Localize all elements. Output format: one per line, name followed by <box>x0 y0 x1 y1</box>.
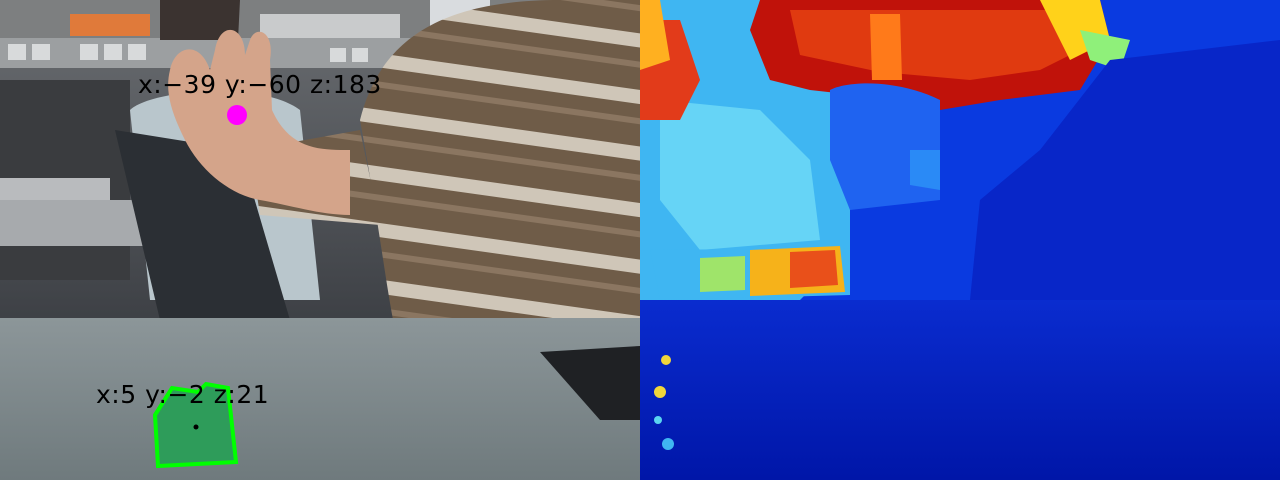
raised-hand <box>168 29 350 215</box>
hand-coordinate-label: x:−39 y:−60 z:183 <box>138 70 382 99</box>
block-coordinate-label: x:5 y:−2 z:21 <box>96 380 270 409</box>
hand-tracking-dot <box>227 105 247 125</box>
depth-table-region <box>640 300 1280 480</box>
laptop <box>540 346 640 420</box>
block-center-dot <box>193 424 199 430</box>
rgb-scene <box>0 0 640 480</box>
depth-map-view <box>640 0 1280 480</box>
depth-heatmap <box>640 0 1280 480</box>
person-head <box>160 0 240 40</box>
table-surface <box>0 318 640 480</box>
depth-hand-region <box>830 83 940 210</box>
block-detection-outline <box>152 381 239 469</box>
rgb-camera-view: x:−39 y:−60 z:183 x:5 y:−2 z:21 <box>0 0 640 480</box>
orange-item <box>70 14 150 36</box>
bench-device <box>0 178 110 204</box>
striped-shirt <box>360 0 640 330</box>
